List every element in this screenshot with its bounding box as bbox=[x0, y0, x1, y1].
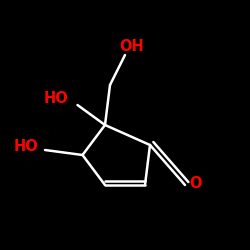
Text: HO: HO bbox=[44, 91, 68, 106]
Text: OH: OH bbox=[119, 39, 144, 54]
Text: HO: HO bbox=[14, 139, 38, 154]
Text: O: O bbox=[189, 176, 201, 191]
